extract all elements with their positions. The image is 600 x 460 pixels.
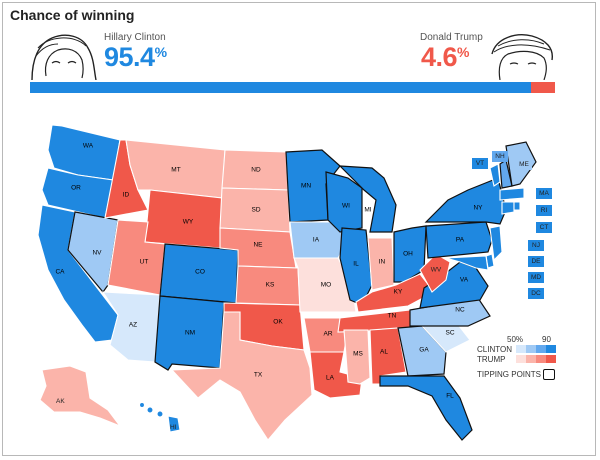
- label-AR: AR: [323, 331, 332, 338]
- clinton-pct: 95.4%: [104, 42, 167, 72]
- legend-swatch-blue-dark: [546, 345, 556, 353]
- clinton-bar-fill: [30, 82, 531, 93]
- state-AK: [39, 365, 122, 428]
- label-NY: NY: [473, 205, 483, 212]
- label-WV: WV: [431, 267, 442, 274]
- state-WI: [325, 171, 363, 233]
- label-TX: TX: [254, 372, 263, 379]
- legend-trump: TRUMP: [477, 355, 506, 364]
- state-FL: [379, 375, 473, 441]
- state-labels: WA OR CA NV ID MT WY UT AZ CO NM ND SD N…: [55, 143, 483, 400]
- state-RI: [513, 201, 521, 211]
- callout-ME: ME: [516, 159, 532, 170]
- label-KS: KS: [266, 282, 275, 289]
- callout-DE: DE: [528, 256, 544, 267]
- label-CA: CA: [55, 269, 65, 276]
- label-CO: CO: [195, 269, 205, 276]
- label-IN: IN: [379, 259, 386, 266]
- label-SC: SC: [445, 330, 454, 337]
- state-IN: [367, 237, 395, 291]
- state-MI: [338, 165, 397, 233]
- label-MO: MO: [321, 282, 331, 289]
- state-TX: [170, 311, 313, 441]
- label-ID: ID: [123, 192, 130, 199]
- label-PA: PA: [456, 237, 465, 244]
- state-VT: [489, 163, 501, 187]
- label-KY: KY: [394, 289, 403, 296]
- callout-VT: VT: [472, 158, 488, 169]
- state-NM: [154, 295, 225, 371]
- state-MD: [445, 255, 489, 271]
- callout-DC: DC: [528, 288, 544, 299]
- label-AK: AK: [56, 398, 65, 405]
- label-UT: UT: [140, 259, 149, 266]
- legend-swatch-red-light: [526, 355, 536, 363]
- label-MN: MN: [301, 183, 311, 190]
- trump-pct: 4.6%: [421, 42, 469, 72]
- callout-RI: RI: [536, 205, 552, 216]
- state-NJ: [489, 225, 503, 262]
- label-WY: WY: [183, 219, 194, 226]
- label-OK: OK: [273, 319, 283, 326]
- legend-clinton-scale: [516, 345, 556, 353]
- legend-tipping-swatch: [543, 369, 555, 380]
- state-MO: [293, 257, 357, 313]
- label-NC: NC: [455, 307, 465, 314]
- legend-swatch-blue-light: [526, 345, 536, 353]
- trump-bar-fill: [530, 82, 555, 93]
- label-TN: TN: [388, 313, 397, 320]
- legend-trump-scale: [516, 355, 556, 363]
- legend-tipping: TIPPING POINTS: [477, 370, 542, 379]
- legend-low: 50%: [507, 335, 524, 344]
- callout-NH: NH: [492, 151, 508, 162]
- state-MA: [499, 187, 525, 201]
- legend-swatch-blue-mid: [536, 345, 546, 353]
- state-NV: [67, 211, 119, 293]
- callout-MA: MA: [536, 188, 552, 199]
- label-WA: WA: [83, 143, 94, 150]
- frame: [2, 2, 596, 456]
- state-MS: [343, 329, 371, 385]
- label-MT: MT: [171, 167, 180, 174]
- trump-portrait-icon: [491, 34, 553, 80]
- legend-swatch-blue-pale: [516, 345, 526, 353]
- label-NE: NE: [253, 242, 263, 249]
- label-AZ: AZ: [129, 322, 137, 329]
- label-IA: IA: [313, 237, 320, 244]
- callout-NJ: NJ: [528, 240, 544, 251]
- win-probability-bar: [30, 82, 555, 93]
- label-VA: VA: [460, 277, 469, 284]
- legend-swatch-red-dark: [546, 355, 556, 363]
- trump-name: Donald Trump: [420, 32, 483, 43]
- legend-high: 90: [542, 335, 551, 344]
- label-OH: OH: [403, 251, 413, 258]
- legend-clinton: CLINTON: [477, 345, 512, 354]
- label-LA: LA: [326, 375, 335, 382]
- state-HI: [138, 401, 181, 433]
- state-PA: [425, 221, 493, 259]
- label-OR: OR: [71, 185, 81, 192]
- label-MI: MI: [364, 207, 371, 214]
- label-ND: ND: [251, 167, 261, 174]
- legend-swatch-red-mid: [536, 355, 546, 363]
- label-MS: MS: [353, 351, 363, 358]
- callout-CT: CT: [536, 222, 552, 233]
- label-WI: WI: [342, 203, 350, 210]
- label-IL: IL: [353, 261, 359, 268]
- state-LA: [309, 351, 363, 399]
- label-HI: HI: [170, 424, 177, 431]
- legend-swatch-red-pale: [516, 355, 526, 363]
- state-CT: [501, 201, 515, 215]
- label-FL: FL: [446, 393, 454, 400]
- page-title: Chance of winning: [10, 7, 135, 23]
- label-GA: GA: [419, 347, 429, 354]
- label-SD: SD: [251, 207, 260, 214]
- label-NV: NV: [92, 250, 102, 257]
- clinton-name: Hillary Clinton: [104, 32, 166, 43]
- callout-MD: MD: [528, 272, 544, 283]
- label-AL: AL: [380, 349, 388, 356]
- label-NM: NM: [185, 330, 195, 337]
- clinton-portrait-icon: [31, 34, 97, 80]
